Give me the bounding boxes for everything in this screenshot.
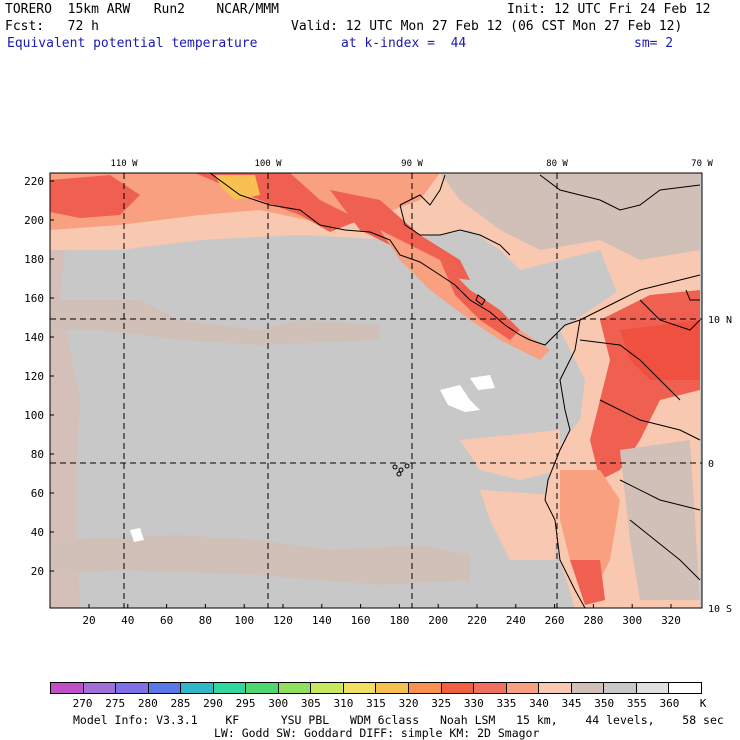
y-tick-label: 100	[24, 409, 44, 422]
colorbar-swatch	[669, 683, 701, 693]
y-axis-ticks: 220 200 180 160 140 120 100 80 60 40 20	[24, 175, 54, 578]
colorbar-swatch	[343, 683, 377, 693]
x-tick-label: 240	[506, 614, 526, 627]
colorbar-swatch	[409, 683, 442, 693]
longitude-label: 90 W	[401, 159, 423, 169]
colorbar-swatch	[116, 683, 149, 693]
y-tick-label: 140	[24, 331, 44, 344]
header-forecast-hour: Fcst: 72 h	[5, 19, 99, 34]
colorbar-swatch	[213, 683, 247, 693]
x-axis-ticks: 20 40 60 80 100 120 140 160 180 200 220 240 260 280 30…	[82, 604, 681, 627]
colorbar-swatch	[571, 683, 605, 693]
colorbar-swatch	[278, 683, 312, 693]
y-tick-label: 40	[31, 526, 44, 539]
x-tick-label: 140	[312, 614, 332, 627]
colorbar-swatch	[539, 683, 572, 693]
header-model-run: TORERO 15km ARW Run2 NCAR/MMM	[5, 2, 279, 17]
colorbar-tick-label: 320	[398, 697, 419, 710]
colorbar-swatch	[83, 683, 117, 693]
colorbar-swatch	[311, 683, 344, 693]
colorbar-swatch	[51, 683, 84, 693]
header-valid-time: Valid: 12 UTC Mon 27 Feb 12 (06 CST Mon …	[291, 19, 683, 34]
x-tick-label: 280	[583, 614, 603, 627]
colorbar-tick-label: 285	[170, 697, 191, 710]
colorbar-tick-label: 275	[105, 697, 126, 710]
x-tick-label: 20	[82, 614, 95, 627]
y-tick-label: 200	[24, 214, 44, 227]
colorbar-swatch	[181, 683, 214, 693]
field-smoothing: sm= 2	[634, 36, 674, 51]
footer-physics-info: LW: Godd SW: Goddard DIFF: simple KM: 2D…	[214, 726, 540, 740]
colorbar-tick-label: 295	[235, 697, 256, 710]
y-tick-label: 80	[31, 448, 44, 461]
lat-lon-grid	[50, 173, 702, 608]
colorbar-swatch	[246, 683, 279, 693]
y-tick-label: 20	[31, 565, 44, 578]
colorbar-swatch	[474, 683, 507, 693]
colorbar-tick-label: 345	[561, 697, 582, 710]
x-tick-label: 320	[661, 614, 681, 627]
colorbar-tick-label: 330	[463, 697, 484, 710]
colorbar-tick-label: 315	[366, 697, 386, 710]
colorbar-tick-label: 300	[268, 697, 289, 710]
colorbar-tick-label: 360	[659, 697, 680, 710]
footer-model-info: Model Info: V3.3.1 KF YSU PBL WDM 6class…	[73, 713, 724, 727]
map-frame	[49, 172, 703, 609]
colorbar-tick-label: 335	[496, 697, 517, 710]
colorbar-tick-label: 270	[72, 697, 93, 710]
x-tick-label: 160	[351, 614, 371, 627]
coastlines	[209, 173, 701, 608]
longitude-label: 80 W	[546, 159, 568, 169]
y-tick-label: 120	[24, 370, 44, 383]
header-init-time: Init: 12 UTC Fri 24 Feb 12	[507, 2, 711, 17]
y-tick-label: 180	[24, 253, 44, 266]
y-tick-label: 160	[24, 292, 44, 305]
x-tick-label: 180	[389, 614, 409, 627]
colorbar-tick-label: 310	[333, 697, 354, 710]
colorbar-swatch	[506, 683, 540, 693]
latitude-label: 10 S	[708, 604, 732, 615]
x-tick-label: 60	[160, 614, 173, 627]
colorbar-swatch	[376, 683, 410, 693]
y-tick-label: 60	[31, 487, 44, 500]
colorbar	[50, 682, 702, 694]
x-tick-label: 120	[273, 614, 293, 627]
longitude-label: 70 W	[691, 159, 713, 169]
colorbar-unit: K	[699, 697, 707, 710]
colorbar-tick-label: 325	[431, 697, 452, 710]
x-tick-label: 260	[545, 614, 565, 627]
colorbar-tick-label: 350	[594, 697, 615, 710]
colorbar-tick-label: 290	[203, 697, 223, 710]
longitude-label: 100 W	[254, 159, 282, 169]
colorbar-swatch	[604, 683, 637, 693]
colorbar-swatch	[441, 683, 475, 693]
latitude-labels: 10 N 0 10 S	[708, 315, 732, 615]
colorbar-tick-label: 280	[137, 697, 158, 710]
x-tick-label: 40	[121, 614, 134, 627]
x-tick-label: 100	[234, 614, 254, 627]
x-tick-label: 300	[622, 614, 642, 627]
x-tick-label: 80	[199, 614, 212, 627]
field-level: at k-index = 44	[341, 36, 467, 51]
x-tick-label: 200	[428, 614, 448, 627]
colorbar-tick-label: 340	[529, 697, 549, 710]
longitude-labels: 110 W 100 W 90 W 80 W 70 W	[110, 159, 713, 169]
colorbar-tick-label: 305	[300, 697, 321, 710]
y-tick-label: 220	[24, 175, 44, 188]
field-name: Equivalent potential temperature	[7, 36, 258, 51]
longitude-label: 110 W	[110, 159, 138, 169]
x-tick-label: 220	[467, 614, 487, 627]
latitude-label: 10 N	[708, 315, 732, 326]
equivalent-potential-temperature-field	[50, 173, 702, 608]
colorbar-swatch	[148, 683, 182, 693]
colorbar-swatch	[636, 683, 670, 693]
colorbar-tick-label: 355	[626, 697, 647, 710]
latitude-label: 0	[708, 459, 714, 470]
